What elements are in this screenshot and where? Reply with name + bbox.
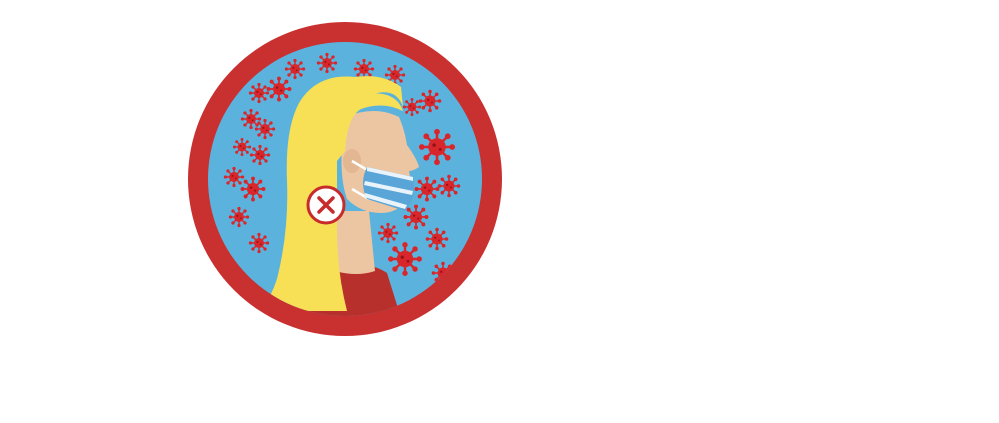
face-mask — [351, 159, 414, 211]
x-mark-icon — [306, 185, 346, 225]
badge-graphic — [188, 22, 502, 336]
neck — [335, 211, 375, 274]
hair-front — [337, 93, 403, 161]
mask-wearing-illustration — [187, 21, 503, 337]
